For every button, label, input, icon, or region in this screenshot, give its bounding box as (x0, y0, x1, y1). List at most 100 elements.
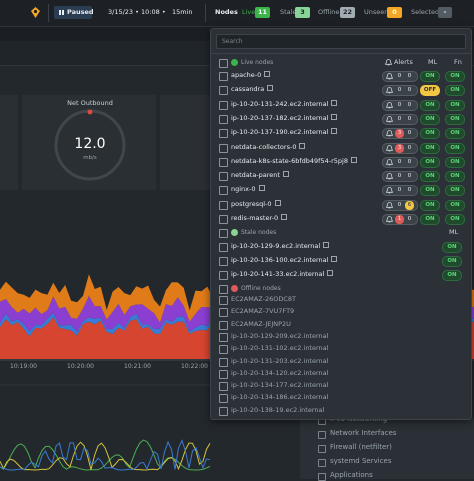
node-checkbox[interactable] (219, 186, 228, 196)
node-name[interactable]: redis-master-0 (231, 214, 288, 223)
node-checkbox[interactable] (219, 382, 228, 392)
node-name[interactable]: ip-10-20-131-102.ec2.internal (231, 344, 329, 353)
date[interactable]: 3/15/23 • 10:08 • (108, 8, 166, 16)
node-name[interactable]: ip-10-20-131-203.ec2.internal (231, 356, 329, 365)
ml-toggle[interactable]: ON (420, 99, 440, 111)
ml-toggle[interactable]: ON (442, 256, 462, 267)
section-checkbox[interactable] (219, 285, 228, 294)
range[interactable]: 15min (172, 8, 193, 16)
node-name[interactable]: ip-10-20-134-120.ec2.internal (231, 368, 329, 377)
ml-toggle[interactable]: ON (420, 199, 440, 211)
fn-toggle[interactable]: ON (445, 128, 465, 140)
node-checkbox[interactable] (219, 215, 228, 224)
external-link-icon[interactable] (331, 256, 338, 262)
node-checkbox[interactable] (219, 129, 228, 139)
external-link-icon[interactable] (267, 85, 274, 92)
external-link-icon[interactable] (323, 242, 330, 248)
ml-toggle[interactable]: ON (420, 71, 440, 82)
stale-count[interactable]: 3 (295, 7, 310, 18)
node-checkbox[interactable] (219, 114, 228, 124)
live-label[interactable]: Live (242, 8, 256, 16)
node-checkbox[interactable] (219, 72, 228, 81)
node-name[interactable]: apache-0 (231, 71, 271, 80)
external-link-icon[interactable] (274, 199, 281, 206)
node-name[interactable]: EC2AMAZ-7VU7FT9 (231, 307, 295, 316)
node-checkbox[interactable] (219, 172, 228, 182)
ml-toggle[interactable]: ON (420, 156, 440, 168)
menu-item[interactable]: systemd Services (330, 457, 392, 465)
node-checkbox[interactable] (219, 308, 228, 318)
fn-toggle[interactable]: ON (445, 214, 465, 225)
node-checkbox[interactable] (219, 86, 228, 96)
section-checkbox[interactable] (219, 59, 228, 68)
node-name[interactable]: ip-10-20-129-9.ec2.internal (231, 242, 330, 251)
node-name[interactable]: netdata-collectors-0 (231, 142, 306, 152)
node-name[interactable]: postgresql-0 (231, 199, 281, 209)
menu-item[interactable]: Network Interfaces (330, 429, 397, 437)
node-name[interactable]: ip-10-20-134-186.ec2.internal (231, 393, 329, 402)
node-name[interactable]: EC2AMAZ-26ODC8T (231, 295, 297, 303)
external-link-icon[interactable] (258, 185, 265, 192)
node-name[interactable]: ip-10-20-138-19.ec2.internal (231, 405, 325, 414)
node-checkbox[interactable] (219, 320, 228, 330)
node-checkbox[interactable] (219, 296, 228, 305)
fn-toggle[interactable]: ON (445, 113, 465, 125)
ml-toggle[interactable]: ON (420, 185, 440, 197)
ml-toggle[interactable]: OFF (420, 85, 440, 97)
node-checkbox[interactable] (219, 394, 228, 404)
node-name[interactable]: ip-10-20-137-190.ec2.internal (231, 128, 338, 137)
node-name[interactable]: netdata-parent (231, 171, 289, 180)
external-link-icon[interactable] (281, 214, 288, 220)
external-link-icon[interactable] (350, 156, 357, 163)
node-checkbox[interactable] (219, 143, 228, 153)
node-name[interactable]: netdata-k8s-state-6bfdb49f54-r5pj8 (231, 156, 357, 166)
node-checkbox[interactable] (219, 332, 228, 342)
external-link-icon[interactable] (331, 113, 338, 120)
fn-toggle[interactable]: ON (445, 185, 465, 197)
ml-toggle[interactable]: ON (420, 113, 440, 125)
fn-toggle[interactable]: ON (445, 199, 465, 211)
node-name[interactable]: nginx-0 (231, 185, 265, 194)
live-count[interactable]: 11 (255, 7, 270, 18)
pause-button[interactable]: Paused (54, 6, 94, 19)
menu-item[interactable]: Applications (330, 471, 373, 479)
node-checkbox[interactable] (219, 369, 228, 379)
ml-toggle[interactable]: ON (442, 270, 462, 281)
node-checkbox[interactable] (219, 157, 228, 167)
offline-count[interactable]: 22 (340, 7, 355, 18)
node-checkbox[interactable] (219, 200, 228, 210)
ml-toggle[interactable]: ON (442, 242, 462, 253)
fn-toggle[interactable]: ON (445, 71, 465, 82)
search-input[interactable]: Search (216, 34, 466, 49)
ml-toggle[interactable]: ON (420, 142, 440, 154)
menu-item[interactable]: Firewall (netfilter) (330, 443, 392, 451)
node-name[interactable]: ip-10-20-131-242.ec2.internal (231, 99, 338, 109)
external-link-icon[interactable] (327, 270, 334, 276)
node-name[interactable]: ip-10-20-137-182.ec2.internal (231, 113, 338, 123)
node-checkbox[interactable] (219, 357, 228, 367)
external-link-icon[interactable] (264, 71, 271, 77)
node-checkbox[interactable] (219, 100, 228, 110)
section-checkbox[interactable] (219, 229, 228, 238)
node-checkbox[interactable] (219, 243, 228, 252)
unseen-count[interactable]: 0 (387, 7, 402, 18)
unseen-label[interactable]: Unseen (364, 8, 389, 16)
node-name[interactable]: ip-10-20-134-177.ec2.internal (231, 381, 329, 390)
node-name[interactable]: ip-10-20-129-209.ec2.internal (231, 331, 329, 340)
node-name[interactable]: ip-10-20-141-33.ec2.internal (231, 270, 334, 279)
ml-toggle[interactable]: ON (420, 128, 440, 140)
node-checkbox[interactable] (219, 406, 228, 416)
node-name[interactable]: ip-10-20-136-100.ec2.internal (231, 256, 338, 265)
stale-label[interactable]: Stale (280, 8, 297, 16)
node-checkbox[interactable] (219, 257, 228, 266)
